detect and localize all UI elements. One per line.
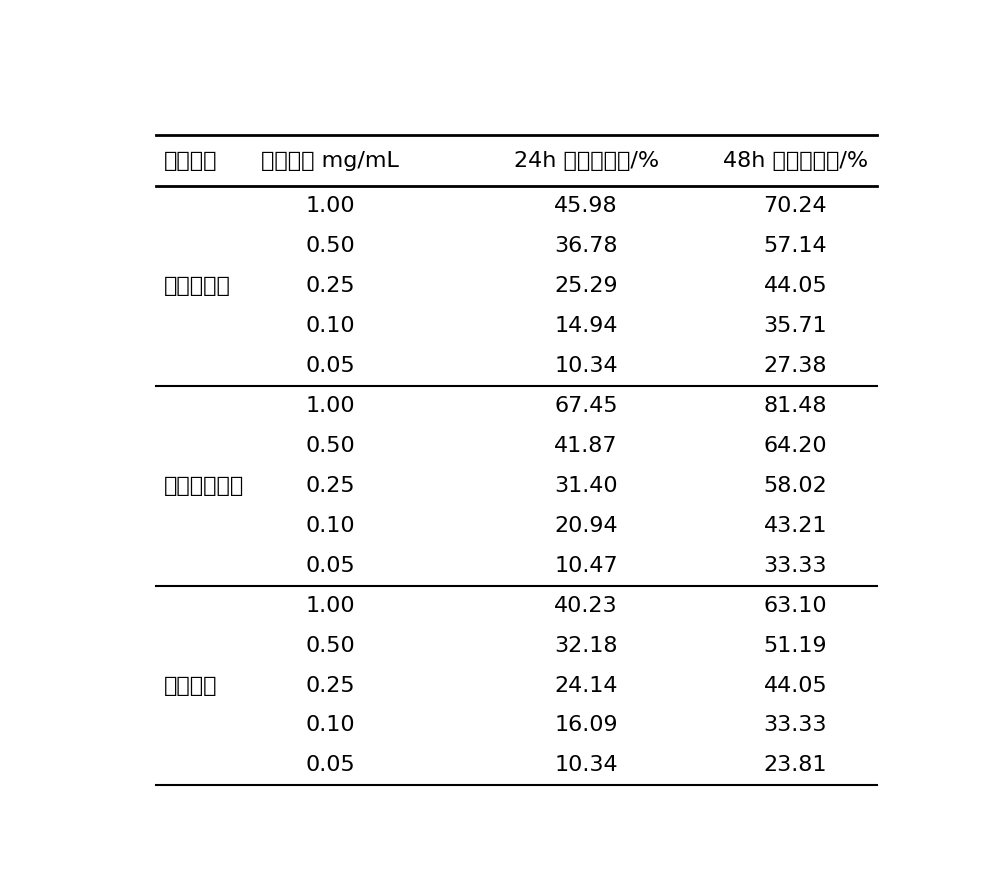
Text: 供试样品: 供试样品 <box>164 150 217 171</box>
Text: 67.45: 67.45 <box>554 396 618 416</box>
Text: 25.29: 25.29 <box>554 276 618 296</box>
Text: 35.71: 35.71 <box>764 316 827 336</box>
Text: 0.25: 0.25 <box>306 676 355 696</box>
Text: 0.50: 0.50 <box>306 436 355 456</box>
Text: 0.50: 0.50 <box>306 636 355 655</box>
Text: 51.19: 51.19 <box>764 636 827 655</box>
Text: 44.05: 44.05 <box>764 276 827 296</box>
Text: 70.24: 70.24 <box>764 197 827 216</box>
Text: 石油醚部位: 石油醚部位 <box>164 276 231 296</box>
Text: 1.00: 1.00 <box>306 595 355 616</box>
Text: 0.25: 0.25 <box>306 276 355 296</box>
Text: 24.14: 24.14 <box>554 676 618 696</box>
Text: 乙酸乙酯部位: 乙酸乙酯部位 <box>164 476 244 496</box>
Text: 64.20: 64.20 <box>764 436 827 456</box>
Text: 27.38: 27.38 <box>764 356 827 376</box>
Text: 水相部位: 水相部位 <box>164 676 217 696</box>
Text: 33.33: 33.33 <box>764 715 827 736</box>
Text: 63.10: 63.10 <box>764 595 827 616</box>
Text: 0.05: 0.05 <box>306 755 355 775</box>
Text: 33.33: 33.33 <box>764 556 827 576</box>
Text: 58.02: 58.02 <box>764 476 827 496</box>
Text: 10.34: 10.34 <box>554 755 618 775</box>
Text: 23.81: 23.81 <box>764 755 827 775</box>
Text: 48h 校正死亡率/%: 48h 校正死亡率/% <box>723 150 868 171</box>
Text: 45.98: 45.98 <box>554 197 618 216</box>
Text: 0.10: 0.10 <box>306 715 355 736</box>
Text: 81.48: 81.48 <box>764 396 827 416</box>
Text: 31.40: 31.40 <box>554 476 618 496</box>
Text: 36.78: 36.78 <box>554 236 618 257</box>
Text: 0.25: 0.25 <box>306 476 355 496</box>
Text: 16.09: 16.09 <box>554 715 618 736</box>
Text: 供试浓度 mg/mL: 供试浓度 mg/mL <box>261 150 399 171</box>
Text: 32.18: 32.18 <box>554 636 618 655</box>
Text: 20.94: 20.94 <box>554 516 618 536</box>
Text: 14.94: 14.94 <box>554 316 618 336</box>
Text: 41.87: 41.87 <box>554 436 618 456</box>
Text: 1.00: 1.00 <box>306 197 355 216</box>
Text: 0.05: 0.05 <box>306 556 355 576</box>
Text: 0.10: 0.10 <box>306 516 355 536</box>
Text: 24h 校正死亡率/%: 24h 校正死亡率/% <box>514 150 659 171</box>
Text: 40.23: 40.23 <box>554 595 618 616</box>
Text: 0.50: 0.50 <box>306 236 355 257</box>
Text: 43.21: 43.21 <box>764 516 827 536</box>
Text: 57.14: 57.14 <box>764 236 827 257</box>
Text: 10.34: 10.34 <box>554 356 618 376</box>
Text: 44.05: 44.05 <box>764 676 827 696</box>
Text: 0.05: 0.05 <box>306 356 355 376</box>
Text: 0.10: 0.10 <box>306 316 355 336</box>
Text: 1.00: 1.00 <box>306 396 355 416</box>
Text: 10.47: 10.47 <box>554 556 618 576</box>
